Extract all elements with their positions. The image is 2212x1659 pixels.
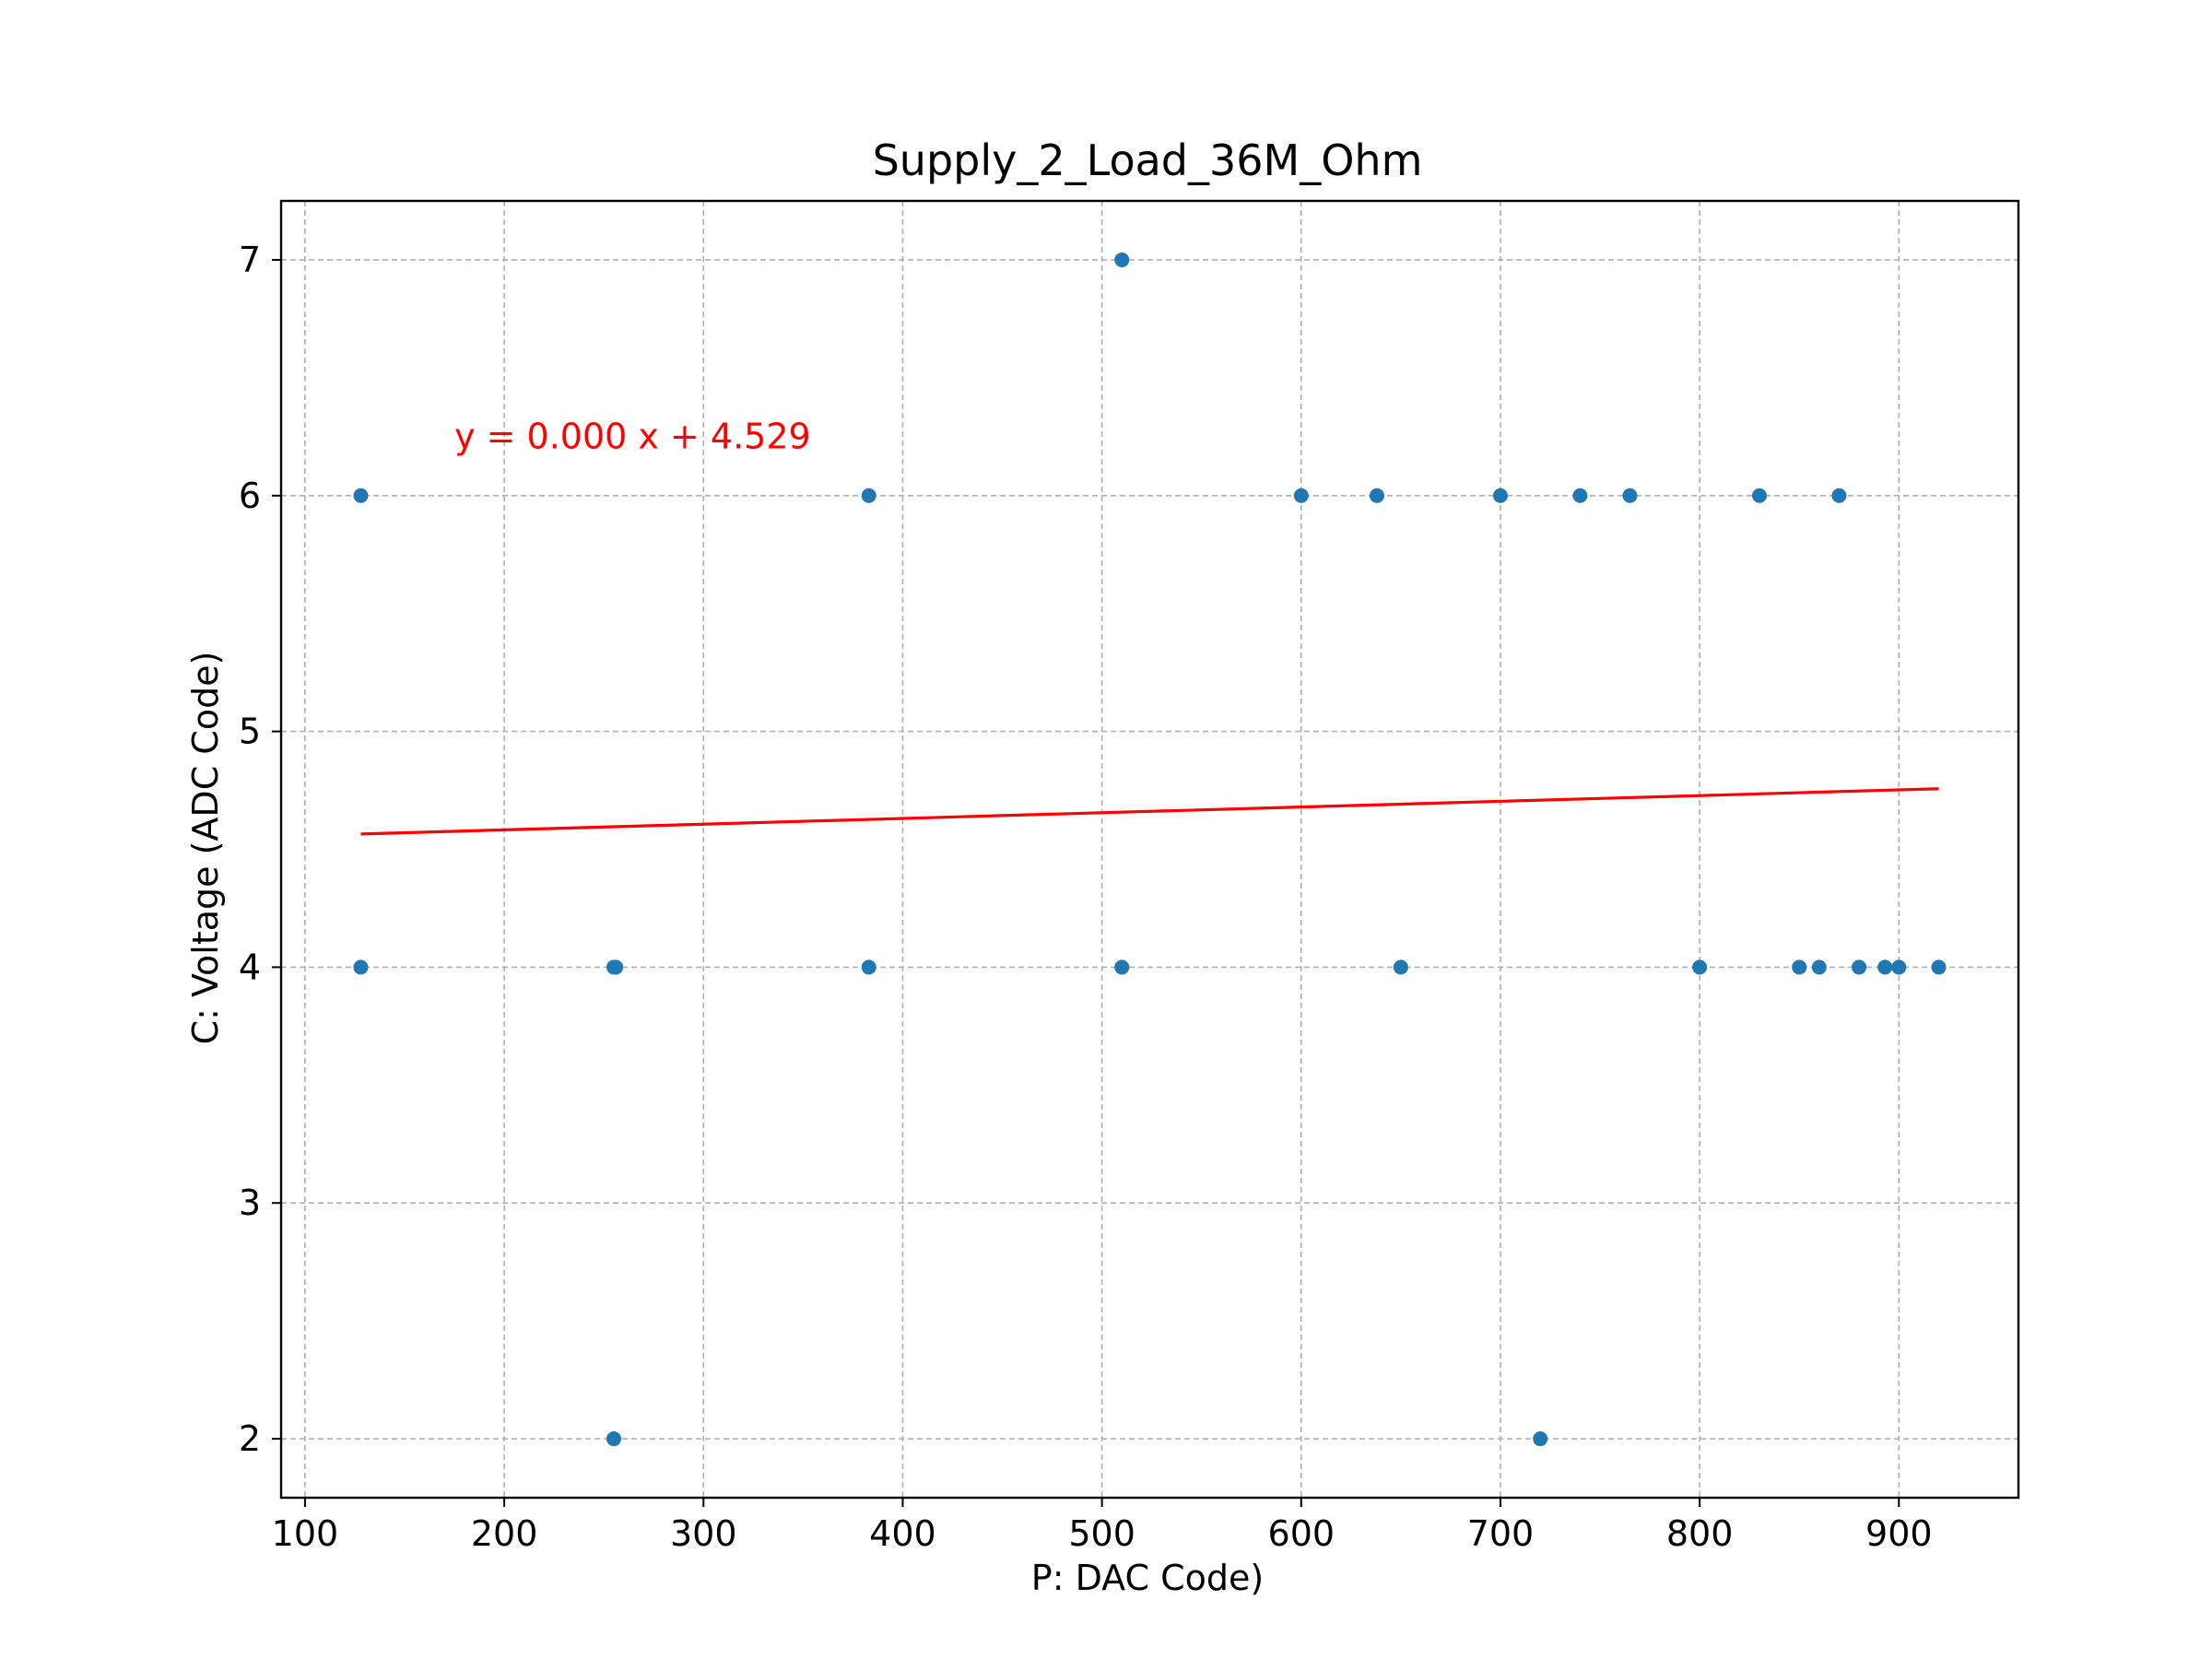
plot-frame <box>279 199 2020 1500</box>
x-tick-label: 100 <box>272 1513 339 1554</box>
data-point <box>1877 959 1893 975</box>
data-point <box>353 488 369 503</box>
y-axis-label: C: Voltage (ADC Code) <box>185 652 226 1045</box>
data-point <box>1393 959 1408 975</box>
x-tick-label: 400 <box>869 1513 936 1554</box>
data-point <box>1492 488 1508 503</box>
data-points <box>353 252 1947 1447</box>
grid-lines <box>281 201 2018 1498</box>
data-point <box>353 959 369 975</box>
fit-line-layer <box>360 787 1939 836</box>
data-point <box>861 488 877 503</box>
axis-ticks: 100 200 300 400 500 600 700 800 900 2 3 4 5 6 7 <box>239 240 1933 1554</box>
data-point <box>1891 959 1907 975</box>
x-axis-label: P: DAC Code) <box>1031 1558 1264 1598</box>
data-point <box>1751 488 1767 503</box>
data-point <box>1811 959 1827 975</box>
x-tick-label: 600 <box>1268 1513 1335 1554</box>
x-tick-label: 200 <box>471 1513 538 1554</box>
data-point <box>1692 959 1708 975</box>
data-point <box>1114 959 1130 975</box>
x-tick-label: 500 <box>1068 1513 1135 1554</box>
fit-equation-label: y = 0.000 x + 4.529 <box>454 417 811 457</box>
x-tick-label: 900 <box>1865 1513 1933 1554</box>
y-tick-label: 6 <box>239 476 261 516</box>
x-tick-label: 800 <box>1666 1513 1734 1554</box>
x-tick-label: 300 <box>670 1513 737 1554</box>
y-tick-label: 7 <box>239 240 261 280</box>
data-point <box>606 1431 622 1447</box>
data-point <box>1533 1431 1548 1447</box>
fit-line <box>360 787 1939 836</box>
annotations: y = 0.000 x + 4.529 <box>454 417 811 457</box>
x-tick-label: 700 <box>1467 1513 1535 1554</box>
data-point <box>1931 959 1947 975</box>
y-tick-label: 2 <box>239 1418 261 1459</box>
data-point <box>1369 488 1384 503</box>
data-point <box>1852 959 1867 975</box>
y-tick-label: 5 <box>239 712 261 752</box>
chart-title: Supply_2_Load_36M_Ohm <box>873 135 1423 185</box>
data-point <box>1293 488 1309 503</box>
data-point <box>1792 959 1807 975</box>
data-point <box>1831 488 1847 503</box>
data-point <box>861 959 877 975</box>
data-point <box>1622 488 1638 503</box>
data-point <box>1114 252 1130 267</box>
data-point <box>608 959 624 975</box>
y-tick-label: 4 <box>239 947 261 987</box>
data-point <box>1572 488 1588 503</box>
y-tick-label: 3 <box>239 1182 261 1223</box>
